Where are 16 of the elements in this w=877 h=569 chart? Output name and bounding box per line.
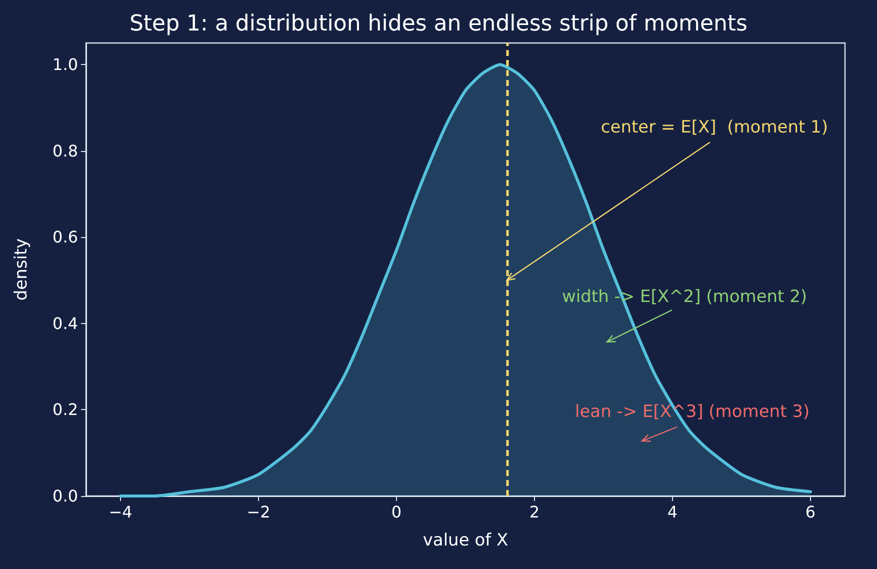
y-tick-label: 0.0 <box>52 486 78 506</box>
y-tick-label: 0.2 <box>52 400 78 420</box>
chart-title: Step 1: a distribution hides an endless strip of moments <box>129 12 748 36</box>
y-axis-title: density <box>12 238 32 301</box>
y-tick-label: 0.8 <box>52 141 78 160</box>
x-tick-label: 4 <box>667 502 678 522</box>
x-tick-label: −2 <box>246 502 270 522</box>
annotation: center = E[X] (moment 1) <box>600 117 828 138</box>
y-tick-label: 0.6 <box>52 228 78 247</box>
x-tick-label: −4 <box>108 502 132 522</box>
x-tick-label: 2 <box>529 502 540 522</box>
y-tick-label: 0.4 <box>52 314 78 333</box>
y-tick-label: 1.0 <box>52 55 78 74</box>
x-axis-title: value of X <box>422 530 508 550</box>
x-tick-label: 0 <box>391 502 402 522</box>
x-tick-label: 6 <box>805 502 816 522</box>
